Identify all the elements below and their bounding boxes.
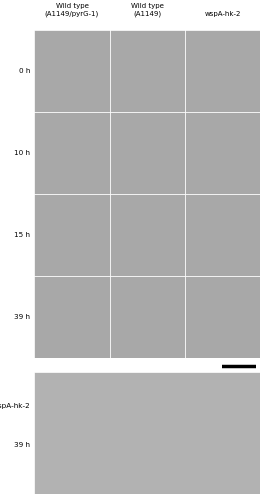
Text: wspA-hk-2: wspA-hk-2: [0, 403, 30, 409]
Text: 0 h: 0 h: [19, 68, 30, 74]
Text: 39 h: 39 h: [14, 442, 30, 448]
Text: 15 h: 15 h: [14, 232, 30, 237]
Text: 39 h: 39 h: [14, 314, 30, 320]
Text: Wild type
(A1149): Wild type (A1149): [131, 3, 164, 16]
Text: wspA-hk-2: wspA-hk-2: [204, 10, 241, 16]
Text: 10 h: 10 h: [14, 150, 30, 156]
Text: Wild type
(A1149/pyrG-1): Wild type (A1149/pyrG-1): [45, 3, 99, 16]
